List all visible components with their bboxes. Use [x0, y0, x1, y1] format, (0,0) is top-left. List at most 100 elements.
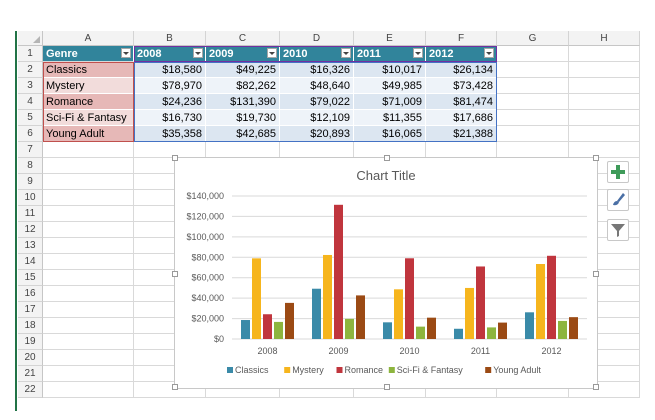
- table-header-cell[interactable]: 2010: [280, 46, 354, 62]
- grid-cell[interactable]: [569, 270, 640, 286]
- filter-dropdown-button[interactable]: [121, 48, 131, 58]
- bar-sci-fi-fantasy-2012[interactable]: [558, 320, 567, 339]
- bar-sci-fi-fantasy-2010[interactable]: [416, 326, 425, 339]
- column-header-a[interactable]: A: [43, 31, 134, 46]
- row-header-10[interactable]: 10: [18, 190, 43, 206]
- chart-resize-handle[interactable]: [384, 384, 390, 390]
- value-cell[interactable]: $12,109: [280, 110, 354, 126]
- row-header-9[interactable]: 9: [18, 174, 43, 190]
- grid-cell[interactable]: [569, 174, 640, 190]
- grid-cell[interactable]: [43, 158, 134, 174]
- chart-resize-handle[interactable]: [172, 271, 178, 277]
- column-header-g[interactable]: G: [497, 31, 569, 46]
- grid-cell[interactable]: [43, 142, 134, 158]
- grid-cell[interactable]: [43, 238, 134, 254]
- column-header-d[interactable]: D: [280, 31, 354, 46]
- column-header-h[interactable]: H: [569, 31, 640, 46]
- value-cell[interactable]: $78,970: [134, 78, 206, 94]
- grid-cell[interactable]: [569, 110, 640, 126]
- column-header-b[interactable]: B: [134, 31, 206, 46]
- grid-cell[interactable]: [497, 94, 569, 110]
- row-header-6[interactable]: 6: [18, 126, 43, 142]
- grid-cell[interactable]: [43, 366, 134, 382]
- value-cell[interactable]: $81,474: [426, 94, 497, 110]
- bar-sci-fi-fantasy-2008[interactable]: [274, 321, 283, 339]
- grid-cell[interactable]: [569, 302, 640, 318]
- bar-classics-2012[interactable]: [525, 312, 534, 339]
- genre-cell[interactable]: Romance: [43, 94, 134, 110]
- bar-mystery-2011[interactable]: [465, 287, 474, 339]
- chart-elements-button[interactable]: [607, 161, 629, 183]
- value-cell[interactable]: $48,640: [280, 78, 354, 94]
- value-cell[interactable]: $35,358: [134, 126, 206, 142]
- genre-cell[interactable]: Sci-Fi & Fantasy: [43, 110, 134, 126]
- chart-title[interactable]: Chart Title: [356, 168, 415, 183]
- grid-cell[interactable]: [43, 254, 134, 270]
- grid-cell[interactable]: [497, 110, 569, 126]
- bar-romance-2008[interactable]: [263, 314, 272, 339]
- grid-cell[interactable]: [569, 334, 640, 350]
- grid-cell[interactable]: [569, 382, 640, 398]
- grid-cell[interactable]: [569, 62, 640, 78]
- grid-cell[interactable]: [43, 270, 134, 286]
- bar-romance-2009[interactable]: [334, 204, 343, 339]
- bar-young-adult-2012[interactable]: [569, 317, 578, 339]
- row-header-2[interactable]: 2: [18, 62, 43, 78]
- grid-cell[interactable]: [497, 382, 569, 398]
- value-cell[interactable]: $10,017: [354, 62, 426, 78]
- grid-cell[interactable]: [569, 286, 640, 302]
- grid-cell[interactable]: [426, 382, 497, 398]
- value-cell[interactable]: $71,009: [354, 94, 426, 110]
- row-header-5[interactable]: 5: [18, 110, 43, 126]
- legend-label[interactable]: Young Adult: [493, 365, 541, 375]
- bar-mystery-2010[interactable]: [394, 289, 403, 339]
- chart-styles-button[interactable]: [607, 189, 629, 211]
- grid-cell[interactable]: [497, 126, 569, 142]
- grid-cell[interactable]: [43, 334, 134, 350]
- grid-cell[interactable]: [426, 142, 497, 158]
- value-cell[interactable]: $17,686: [426, 110, 497, 126]
- value-cell[interactable]: $16,730: [134, 110, 206, 126]
- grid-cell[interactable]: [569, 318, 640, 334]
- grid-cell[interactable]: [43, 190, 134, 206]
- value-cell[interactable]: $19,730: [206, 110, 280, 126]
- legend-label[interactable]: Classics: [235, 365, 269, 375]
- bar-romance-2012[interactable]: [547, 255, 556, 339]
- chart-area[interactable]: Chart Title $0 $20,000 $40,000 $60,000 $80,00…: [172, 155, 599, 390]
- row-header-20[interactable]: 20: [18, 350, 43, 366]
- column-header-c[interactable]: C: [206, 31, 280, 46]
- value-cell[interactable]: $49,225: [206, 62, 280, 78]
- row-header-13[interactable]: 13: [18, 238, 43, 254]
- bar-sci-fi-fantasy-2009[interactable]: [345, 318, 354, 339]
- select-all-corner[interactable]: [18, 31, 43, 46]
- filter-dropdown-button[interactable]: [267, 48, 277, 58]
- row-header-14[interactable]: 14: [18, 254, 43, 270]
- genre-cell[interactable]: Classics: [43, 62, 134, 78]
- chart-resize-handle[interactable]: [593, 155, 599, 161]
- grid-cell[interactable]: [569, 190, 640, 206]
- bar-classics-2009[interactable]: [312, 288, 321, 339]
- value-cell[interactable]: $131,390: [206, 94, 280, 110]
- row-header-3[interactable]: 3: [18, 78, 43, 94]
- bar-mystery-2009[interactable]: [323, 254, 332, 339]
- grid-cell[interactable]: [206, 142, 280, 158]
- bar-mystery-2008[interactable]: [252, 258, 261, 339]
- chart-resize-handle[interactable]: [172, 384, 178, 390]
- legend-label[interactable]: Mystery: [292, 365, 324, 375]
- legend-label[interactable]: Romance: [345, 365, 384, 375]
- filter-dropdown-button[interactable]: [193, 48, 203, 58]
- grid-cell[interactable]: [280, 142, 354, 158]
- row-header-17[interactable]: 17: [18, 302, 43, 318]
- bar-sci-fi-fantasy-2011[interactable]: [487, 327, 496, 339]
- legend-label[interactable]: Sci-Fi & Fantasy: [397, 365, 464, 375]
- grid-cell[interactable]: [43, 302, 134, 318]
- value-cell[interactable]: $82,262: [206, 78, 280, 94]
- genre-cell[interactable]: Mystery: [43, 78, 134, 94]
- chart-resize-handle[interactable]: [384, 155, 390, 161]
- grid-cell[interactable]: [354, 142, 426, 158]
- chart-resize-handle[interactable]: [593, 271, 599, 277]
- grid-cell[interactable]: [134, 142, 206, 158]
- row-header-7[interactable]: 7: [18, 142, 43, 158]
- filter-dropdown-button[interactable]: [484, 48, 494, 58]
